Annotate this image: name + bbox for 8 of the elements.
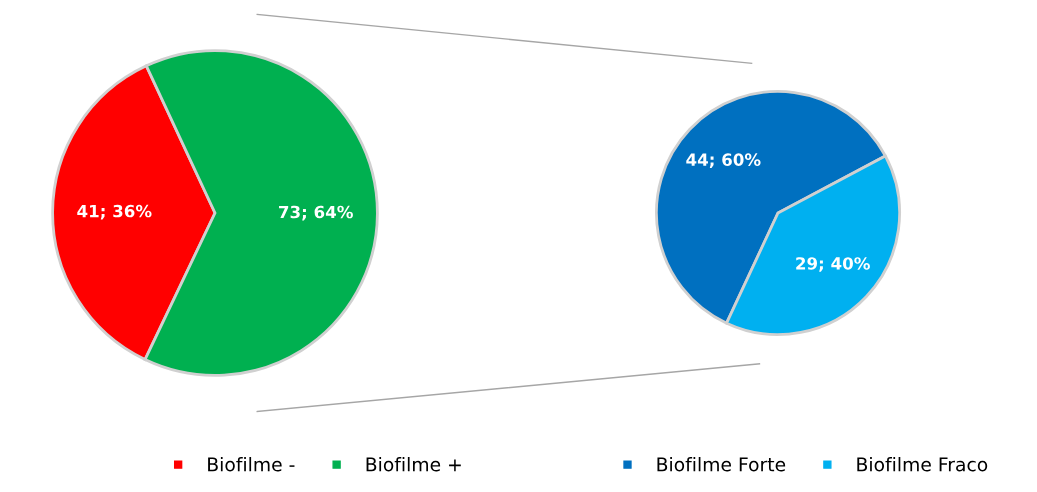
- legend-label: Biofilme Fraco: [857, 456, 988, 472]
- data-label: 29; 40%: [796, 257, 870, 272]
- data-label: 41; 36%: [77, 204, 152, 220]
- data-label: 73; 64%: [279, 205, 353, 221]
- legend-label: Biofilme +: [366, 456, 461, 472]
- legend-label: Biofilme -: [208, 456, 295, 472]
- legend-label: Biofilme Forte: [657, 456, 786, 472]
- data-label: 44; 60%: [686, 153, 761, 169]
